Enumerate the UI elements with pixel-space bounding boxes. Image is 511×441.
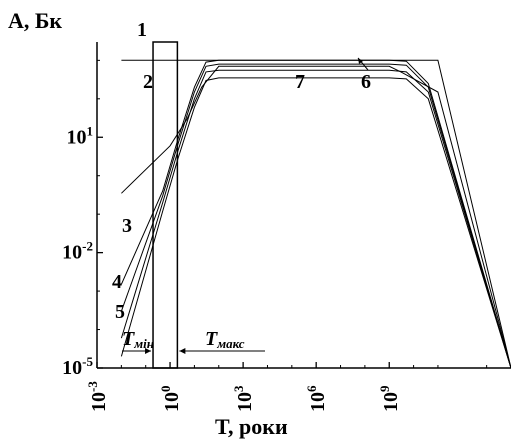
curve-label-2: 2 [143,71,153,93]
curve-label-3: 3 [122,215,132,237]
tmin-arrowhead [145,348,152,354]
x-tick-label: 100 [158,386,183,413]
series-line-3 [120,59,511,369]
y-axis-title: A, Бк [8,8,62,33]
x-tick-label: 109 [377,385,402,412]
series-layer [120,59,511,369]
curve-6-pointer-head [358,58,363,64]
series-line-5 [120,69,511,369]
axes-layer: 10-3 100 103 106 109 10-5 10-2 101 [62,42,511,412]
curve-label-6: 6 [361,71,371,93]
tmax-arrowhead [179,348,186,354]
x-tick-label: 10-3 [85,381,110,412]
x-tick-label: 103 [231,385,256,412]
series-line-6 [120,77,511,369]
y-tick-label: 101 [67,123,94,148]
curve-label-4: 4 [112,271,122,293]
x-tick-label: 106 [304,385,329,412]
curve-label-7: 7 [295,71,305,93]
y-tick-label: 10-2 [62,239,93,264]
series-line-2 [121,65,511,369]
series-line-4 [120,63,511,369]
labels-layer: 1 2 3 4 5 6 7 [112,19,371,323]
y-tick-label: 10-5 [62,354,93,379]
curve-label-1: 1 [137,19,147,41]
tmax-label: Tмакс [205,328,245,351]
x-axis-title: T, роки [215,414,288,439]
curve-label-5: 5 [115,301,125,323]
